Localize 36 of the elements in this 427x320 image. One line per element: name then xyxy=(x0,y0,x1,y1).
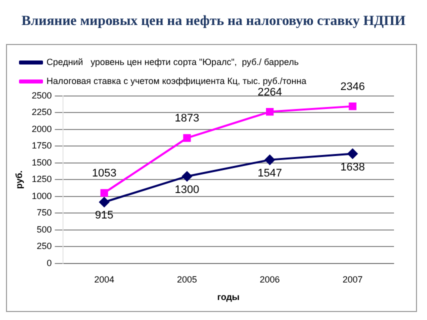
data-label: 915 xyxy=(95,210,114,222)
y-tick-label: 2250 xyxy=(32,107,52,118)
data-label: 1547 xyxy=(258,167,282,180)
point xyxy=(100,189,108,197)
y-tick-label: 1250 xyxy=(32,174,52,184)
x-tick-label: 2006 xyxy=(260,274,280,284)
point xyxy=(264,154,275,165)
x-tick-label: 2005 xyxy=(177,274,198,284)
data-label: 2346 xyxy=(340,80,365,93)
y-axis-title: руб. xyxy=(14,170,24,189)
y-tick-label: 250 xyxy=(36,241,52,252)
y-tick-label: 500 xyxy=(36,224,52,234)
point xyxy=(266,108,274,116)
point xyxy=(348,102,356,110)
x-tick-label: 2004 xyxy=(94,274,114,284)
data-label: 1300 xyxy=(174,184,200,196)
y-tick-label: 1000 xyxy=(32,190,52,201)
point xyxy=(348,148,358,159)
y-tick-label: 2500 xyxy=(32,90,52,100)
chart-title: Влияние мировых цен на нефть на налоговую ставку НДПИ xyxy=(20,14,407,30)
x-tick-label: 2007 xyxy=(342,274,363,284)
legend-label: Средний уровень цен нефти сорта "Юралс", руб./ баррель xyxy=(46,56,299,67)
data-label: 1638 xyxy=(340,161,365,174)
data-label: 2264 xyxy=(258,86,282,98)
legend-label: Налоговая ставка с учетом коэффициента Кц, тыс. руб./тонна xyxy=(46,76,306,86)
data-label: 1053 xyxy=(92,167,116,180)
point xyxy=(99,197,110,208)
point xyxy=(182,171,192,182)
y-tick-label: 2000 xyxy=(32,124,52,134)
y-tick-label: 1750 xyxy=(32,140,52,151)
y-tick-label: 750 xyxy=(36,208,52,218)
point xyxy=(183,134,191,142)
x-axis-title: годы xyxy=(217,292,240,302)
y-tick-label: 1500 xyxy=(32,157,52,168)
y-tick-label: 0 xyxy=(46,258,52,268)
data-label: 1873 xyxy=(174,112,200,125)
